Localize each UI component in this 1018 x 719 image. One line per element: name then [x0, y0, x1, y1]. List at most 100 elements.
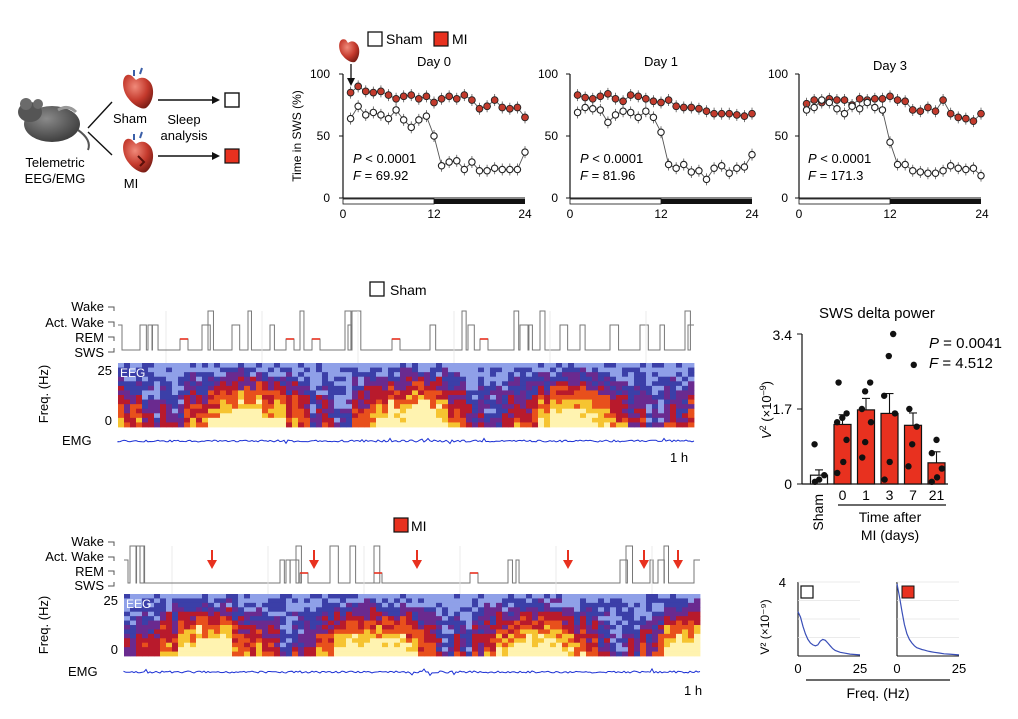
spectrogram-cell [298, 390, 305, 396]
y-tick-1-7: 1.7 [773, 401, 793, 417]
spectrogram-cell [160, 633, 167, 639]
spectrogram-cell [268, 385, 275, 391]
spectrogram-cell [658, 638, 665, 644]
spectrogram-cell [490, 376, 497, 382]
spectrogram-cell [448, 620, 455, 626]
spectrogram-cell [616, 620, 623, 626]
spectrogram-cell [136, 602, 143, 608]
spectrogram-cell [448, 616, 455, 621]
spectrogram-cell [556, 594, 563, 599]
spectrogram-cell [562, 607, 569, 613]
spectrogram-cell [304, 399, 311, 405]
spectrogram-cell [190, 598, 197, 604]
spectrogram-cell [466, 372, 473, 378]
spectrogram-cell [166, 381, 173, 387]
spectrogram-cell [544, 598, 551, 604]
spectrogram-cell [640, 372, 647, 378]
spectrogram-cell [316, 633, 323, 639]
spectrogram-cell [502, 417, 509, 423]
spectrogram-cell [418, 629, 425, 635]
spectrogram-cell [652, 408, 659, 414]
spectrogram-cell [586, 616, 593, 621]
spectrogram-cell [442, 598, 449, 604]
heart-icon [123, 131, 154, 173]
spectrogram-cell [304, 376, 311, 382]
spectrogram-cell [298, 647, 305, 652]
spectrogram-cell [508, 385, 515, 391]
spectrogram-cell [622, 651, 629, 657]
spectrogram-cell [466, 390, 473, 396]
spectrogram-cell [514, 381, 521, 387]
spectrogram-cell [124, 625, 131, 630]
spectrogram-cell [430, 376, 437, 382]
spectrogram-cell [238, 417, 245, 423]
spectrogram-cell [658, 390, 665, 396]
spectrogram-cell [226, 651, 233, 657]
spectrogram-cell [256, 602, 263, 608]
spectrogram-cell [502, 598, 509, 604]
spectrogram-cell [232, 422, 239, 428]
spectrogram-cell [472, 638, 479, 644]
spectrogram-cell [160, 616, 167, 621]
spectrogram-cell [208, 385, 215, 391]
spectrogram-cell [532, 385, 539, 391]
spectrogram-cell [340, 602, 347, 608]
spectrogram-cell [448, 363, 455, 368]
spectrogram-cell [388, 607, 395, 613]
spectrogram-cell [196, 642, 203, 648]
spectrogram-cell [400, 651, 407, 657]
spectrogram-cell [412, 625, 419, 630]
spectrogram-cell [256, 611, 263, 617]
spectrogram-cell [304, 363, 311, 368]
spectrogram-cell [328, 390, 335, 396]
spectrogram-cell [520, 367, 527, 373]
spectrogram-cell [676, 611, 683, 617]
spectrogram-cell [328, 620, 335, 626]
spectrogram-cell [556, 363, 563, 368]
spectrogram-cell [478, 594, 485, 599]
spectrogram-cell [664, 633, 671, 639]
spectrogram-cell [286, 629, 293, 635]
spectrogram-cell [160, 594, 167, 599]
spectrogram-cell [286, 390, 293, 396]
spectrogram-cell [502, 651, 509, 657]
spectrogram-cell [154, 408, 161, 414]
spectrogram-cell [616, 363, 623, 368]
spectrogram-cell [430, 633, 437, 639]
spectrogram-cell [670, 642, 677, 648]
spectrogram-cell [598, 611, 605, 617]
spectrogram-cell [526, 647, 533, 652]
spectrogram-cell [610, 372, 617, 378]
spectrogram-cell [346, 385, 353, 391]
spectrogram [124, 594, 701, 657]
spectrogram-cell [472, 404, 479, 410]
spectrogram-cell [544, 372, 551, 378]
spectrogram-cell [166, 616, 173, 621]
spectrogram-cell [544, 413, 551, 419]
spectrogram-cell [454, 363, 461, 368]
spectrogram-cell [364, 594, 371, 599]
spectrogram-cell [676, 594, 683, 599]
spectrogram-cell [190, 399, 197, 405]
spectrogram-cell [130, 620, 137, 626]
spectrogram-cell [256, 647, 263, 652]
spectrogram-cell [490, 616, 497, 621]
spectrogram-cell [292, 638, 299, 644]
spectrogram-cell [622, 363, 629, 368]
spectrogram-cell [250, 422, 257, 428]
data-point [977, 109, 985, 118]
spectrogram-cell [484, 422, 491, 428]
spectrogram-cell [340, 367, 347, 373]
spectrogram-cell [496, 642, 503, 648]
spectrogram-cell [532, 598, 539, 604]
spectrogram-cell [454, 598, 461, 604]
spectrogram-cell [454, 633, 461, 639]
spectrogram-cell [262, 633, 269, 639]
spectrogram-cell [130, 642, 137, 648]
spectrogram-cell [508, 404, 515, 410]
spectrogram-cell [448, 598, 455, 604]
data-point [732, 111, 741, 119]
spectrogram-cell [598, 417, 605, 423]
spectrogram-cell [526, 422, 533, 428]
y-tick-100: 100 [310, 67, 330, 81]
